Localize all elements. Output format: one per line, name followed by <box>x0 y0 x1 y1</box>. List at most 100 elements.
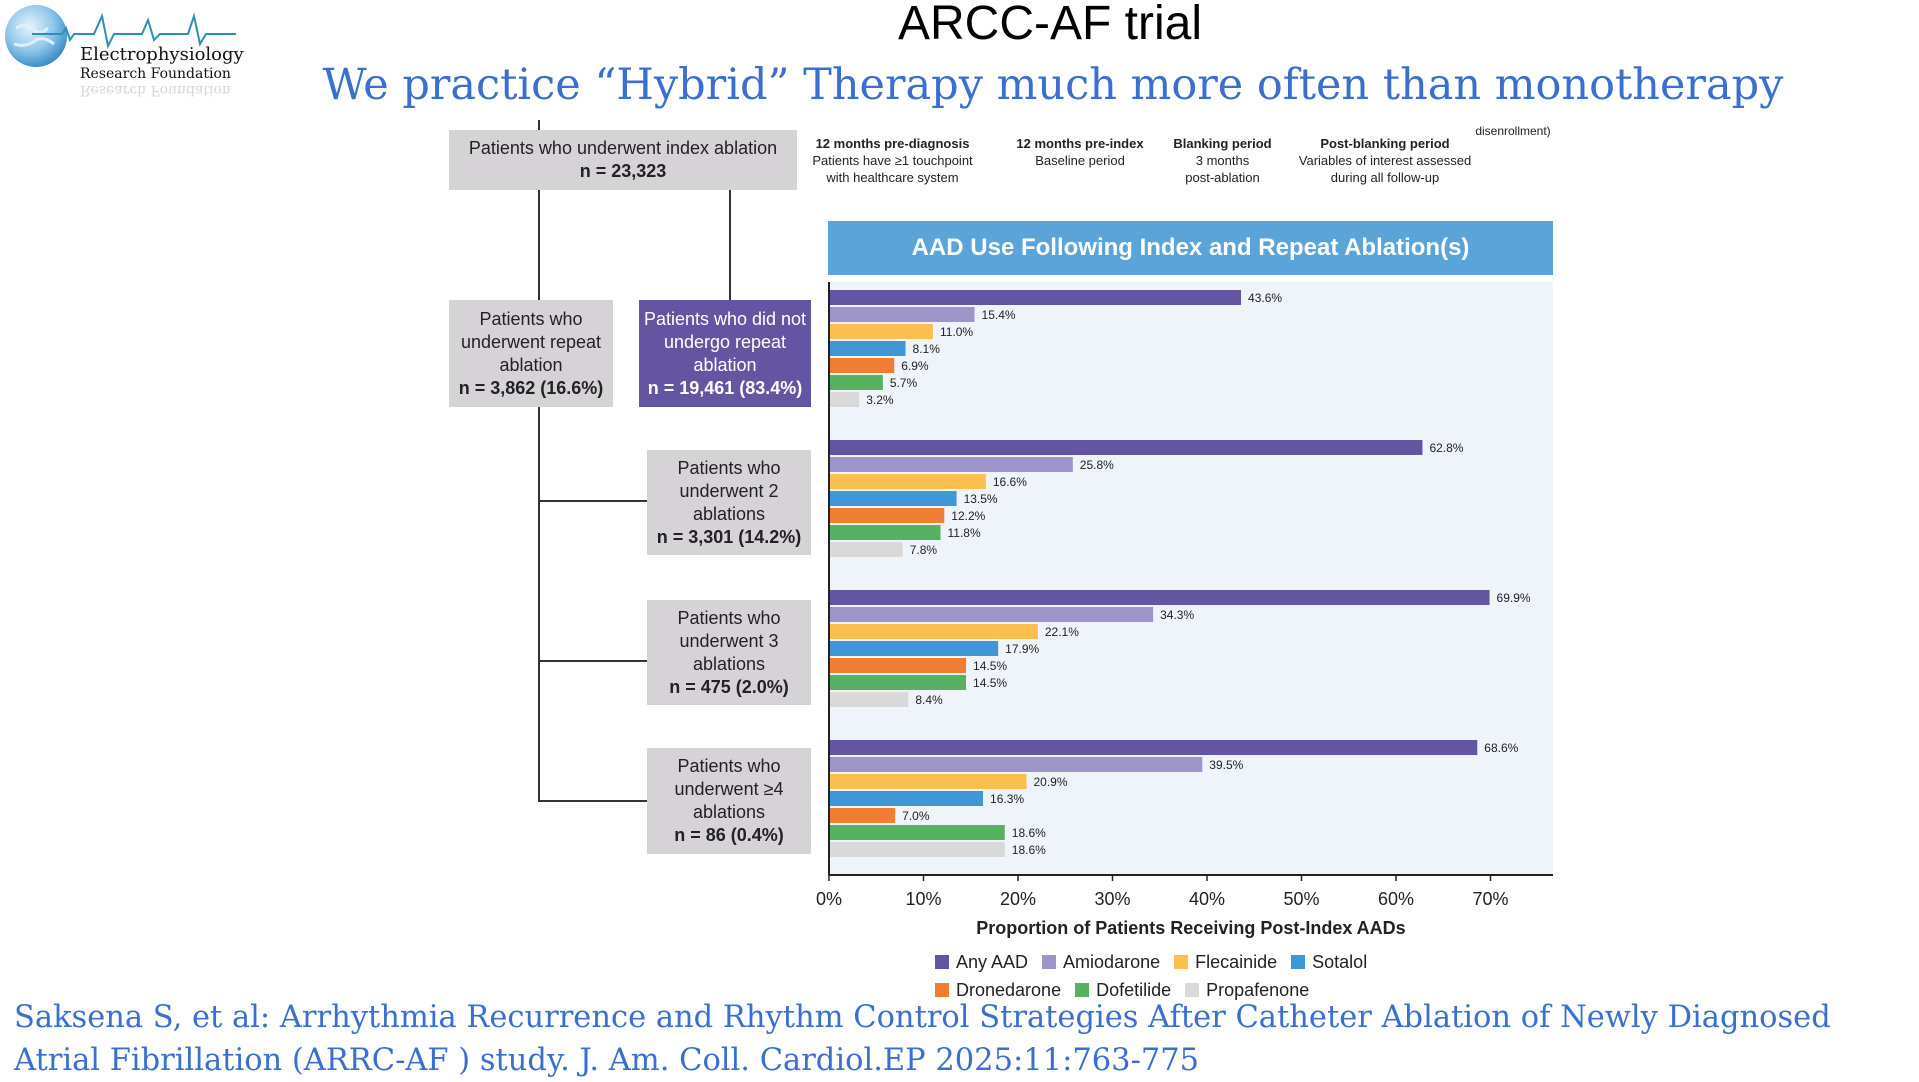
citation: Saksena S, et al: Arrhythmia Recurrence … <box>14 996 1831 1082</box>
data-label: 14.5% <box>973 676 1007 690</box>
legend-row: Dronedarone Dofetilide Propafenone <box>935 976 1495 1004</box>
bar-sotalol <box>829 341 906 356</box>
data-label: 68.6% <box>1484 741 1518 755</box>
x-tick-label: 0% <box>816 889 842 909</box>
connector-line <box>538 407 540 802</box>
data-label: 18.6% <box>1012 826 1046 840</box>
bar-dofetilide <box>829 825 1005 840</box>
box-two-ablations-label: Patients who underwent 2 ablations <box>677 457 781 524</box>
chart-title: AAD Use Following Index and Repeat Ablat… <box>828 221 1553 275</box>
citation-line-1: Saksena S, et al: Arrhythmia Recurrence … <box>14 1000 1831 1035</box>
x-tick-label: 30% <box>1094 889 1130 909</box>
bar-any-aad <box>829 290 1242 305</box>
bar-flecainide <box>829 624 1038 639</box>
legend-swatch <box>1174 955 1189 969</box>
data-label: 11.8% <box>948 526 981 540</box>
box-index-ablation-n: n = 23,323 <box>579 161 667 181</box>
data-label: 16.6% <box>993 475 1027 489</box>
box-four-plus-ablations: Patients who underwent ≥4 ablations n = … <box>647 748 811 854</box>
box-two-ablations: Patients who underwent 2 ablations n = 3… <box>647 450 811 555</box>
box-repeat-ablation-label: Patients who underwent repeat ablation <box>460 308 602 375</box>
legend-label: Flecainide <box>1195 951 1278 972</box>
connector-line <box>538 800 647 802</box>
bar-dronedarone <box>829 658 967 673</box>
timeline-post-blanking-line2: Variables of interest assessed <box>1298 153 1472 168</box>
bar-dronedarone <box>829 508 945 523</box>
timeline-post-blanking-line3: during all follow-up <box>1330 170 1440 185</box>
data-label: 15.4% <box>982 308 1016 322</box>
timeline-blanking-line3: post-ablation <box>1185 170 1260 185</box>
box-four-plus-ablations-label: Patients who underwent ≥4 ablations <box>674 756 784 822</box>
bar-dofetilide <box>829 375 883 390</box>
box-no-repeat-ablation-label: Patients who did not undergo repeat abla… <box>643 308 807 375</box>
timeline-pre-index: 12 months pre-index Baseline period <box>1005 135 1155 169</box>
timeline-blanking-title: Blanking period <box>1173 136 1272 151</box>
box-three-ablations-label: Patients who underwent 3 ablations <box>677 607 781 674</box>
data-label: 3.2% <box>866 393 894 407</box>
timeline-post-blanking-title: Post-blanking period <box>1320 136 1450 151</box>
bar-dofetilide <box>829 675 967 690</box>
data-label: 69.9% <box>1497 591 1531 605</box>
data-label: 43.6% <box>1248 291 1282 305</box>
data-label: 8.4% <box>915 693 943 707</box>
timeline-pre-diagnosis-line3: with healthcare system <box>826 170 959 185</box>
bar-sotalol <box>829 641 999 656</box>
data-label: 62.8% <box>1429 441 1463 455</box>
logo-name: Electrophysiology <box>80 44 244 65</box>
legend-label: Propafenone <box>1206 979 1310 1000</box>
legend-swatch <box>935 955 949 969</box>
legend-swatch <box>1291 955 1306 969</box>
logo: Electrophysiology Research Foundation Re… <box>2 0 244 110</box>
bar-propafenone <box>829 842 1005 857</box>
data-label: 39.5% <box>1209 758 1243 772</box>
bar-flecainide <box>829 474 986 489</box>
data-label: 16.3% <box>990 792 1024 806</box>
bar-propafenone <box>829 392 860 407</box>
data-label: 18.6% <box>1012 843 1046 857</box>
legend-label: Dofetilide <box>1096 979 1172 1000</box>
legend-label: Amiodarone <box>1063 951 1161 972</box>
data-label: 17.9% <box>1005 642 1039 656</box>
data-label: 6.9% <box>901 359 929 373</box>
data-label: 12.2% <box>951 509 985 523</box>
data-label: 14.5% <box>973 659 1007 673</box>
timeline-post-blanking: Post-blanking period Variables of intere… <box>1285 135 1485 186</box>
legend-label: Any AAD <box>956 951 1029 972</box>
box-four-plus-ablations-n: n = 86 (0.4%) <box>674 825 784 845</box>
x-tick-label: 40% <box>1189 889 1225 909</box>
timeline-pre-diagnosis-line2: Patients have ≥1 touchpoint <box>812 153 973 168</box>
timeline-disenrollment: disenrollment) <box>1475 124 1551 138</box>
box-three-ablations-n: n = 475 (2.0%) <box>669 676 789 697</box>
box-index-ablation: Patients who underwent index ablation n … <box>449 130 797 190</box>
box-repeat-ablation: Patients who underwent repeat ablation n… <box>449 300 613 407</box>
data-label: 25.8% <box>1080 458 1114 472</box>
chart-legend: Any AAD Amiodarone Flecainide Sotalol Drone… <box>935 948 1495 1004</box>
legend-item: Amiodarone <box>1042 952 1160 973</box>
bar-amiodarone <box>829 757 1203 772</box>
timeline-blanking-line2: 3 months <box>1195 153 1250 168</box>
box-three-ablations: Patients who underwent 3 ablations n = 4… <box>647 600 811 705</box>
globe-ecg-icon <box>5 5 236 67</box>
data-label: 8.1% <box>913 342 941 356</box>
data-label: 20.9% <box>1034 775 1068 789</box>
timeline-pre-index-title: 12 months pre-index <box>1016 136 1144 151</box>
bar-any-aad <box>829 440 1423 455</box>
bar-any-aad <box>829 590 1490 605</box>
plot-background <box>829 282 1553 875</box>
logo-subtitle: Research Foundation <box>80 66 231 82</box>
timeline-blanking: Blanking period 3 months post-ablation <box>1160 135 1285 186</box>
connector-line <box>538 120 540 132</box>
box-repeat-ablation-n: n = 3,862 (16.6%) <box>458 377 604 398</box>
bar-dronedarone <box>829 358 895 373</box>
bar-dronedarone <box>829 808 896 823</box>
legend-item: Flecainide <box>1174 952 1277 973</box>
bar-flecainide <box>829 324 933 339</box>
connector-line <box>729 190 731 300</box>
legend-item: Sotalol <box>1291 952 1367 973</box>
bar-sotalol <box>829 491 957 506</box>
bar-sotalol <box>829 791 984 806</box>
data-label: 13.5% <box>964 492 998 506</box>
connector-line <box>538 190 540 300</box>
legend-row: Any AAD Amiodarone Flecainide Sotalol <box>935 948 1495 976</box>
x-tick-label: 70% <box>1472 889 1508 909</box>
